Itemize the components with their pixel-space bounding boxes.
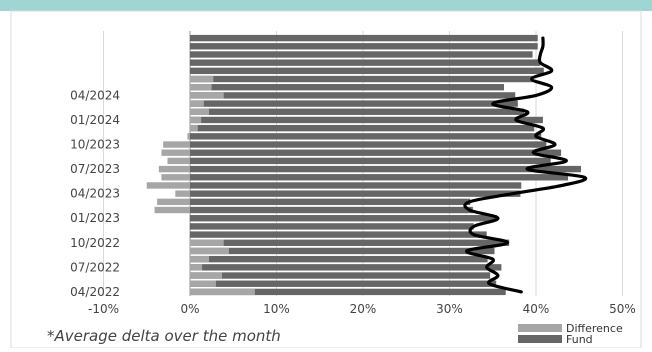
fund-bar bbox=[190, 149, 562, 156]
fund-bar bbox=[190, 215, 498, 222]
fund-bar bbox=[190, 59, 541, 66]
difference-bar bbox=[190, 247, 229, 255]
difference-bar bbox=[190, 272, 223, 279]
bar-group bbox=[146, 34, 581, 296]
difference-bar bbox=[161, 149, 190, 156]
fund-bar bbox=[190, 247, 495, 255]
difference-bar bbox=[187, 133, 190, 140]
difference-bar bbox=[190, 92, 224, 99]
fund-bar bbox=[190, 51, 533, 58]
x-tick-label: 50% bbox=[609, 302, 636, 316]
difference-bar bbox=[190, 108, 210, 115]
fund-bar bbox=[190, 206, 473, 214]
y-tick-label: 07/2023 bbox=[70, 162, 120, 176]
fund-bar bbox=[190, 165, 581, 173]
difference-bar bbox=[190, 280, 216, 287]
fund-bar bbox=[190, 272, 491, 279]
legend-swatch bbox=[518, 324, 562, 332]
legend-label: Difference bbox=[566, 322, 623, 335]
fund-bar bbox=[190, 255, 488, 263]
y-tick-label: 04/2023 bbox=[70, 187, 120, 201]
fund-bar bbox=[190, 198, 471, 206]
average-delta-line bbox=[463, 36, 588, 294]
y-tick-label: 10/2022 bbox=[70, 236, 120, 250]
legend-swatch bbox=[518, 335, 562, 343]
difference-bar bbox=[157, 198, 190, 206]
fund-bar bbox=[190, 43, 538, 50]
difference-bar bbox=[190, 75, 214, 83]
x-tick-label: 30% bbox=[436, 302, 463, 316]
fund-bar bbox=[190, 75, 534, 83]
fund-bar bbox=[190, 157, 551, 165]
difference-bar bbox=[190, 264, 203, 271]
fund-bar bbox=[190, 231, 487, 238]
fund-bar bbox=[190, 67, 544, 75]
difference-bar bbox=[190, 84, 212, 91]
x-tick-label: 20% bbox=[350, 302, 377, 316]
x-tick-label: 40% bbox=[523, 302, 550, 316]
difference-bar bbox=[167, 157, 190, 165]
fund-bar bbox=[190, 264, 502, 271]
difference-bar bbox=[158, 165, 190, 173]
y-tick-label: 04/2022 bbox=[70, 285, 120, 299]
fund-bar bbox=[190, 133, 542, 140]
fund-bar bbox=[190, 108, 524, 115]
fund-bar bbox=[190, 116, 543, 124]
difference-bar bbox=[163, 141, 190, 148]
x-tick-label: 10% bbox=[263, 302, 290, 316]
difference-bar bbox=[154, 206, 190, 214]
difference-bar bbox=[190, 255, 210, 263]
difference-bar bbox=[190, 116, 202, 124]
difference-bar bbox=[190, 100, 204, 107]
fund-bar bbox=[190, 174, 569, 181]
difference-bar bbox=[190, 239, 224, 246]
x-tick-label: 0% bbox=[180, 302, 199, 316]
difference-bar bbox=[146, 182, 190, 189]
y-tick-label: 10/2023 bbox=[70, 138, 120, 152]
fund-bar bbox=[190, 239, 510, 246]
fund-bar bbox=[190, 223, 474, 230]
y-axis-labels: 04/2022 07/2022 10/2022 01/2023 04/2023 07/20… bbox=[70, 88, 120, 299]
x-tick-label: -10% bbox=[88, 302, 119, 316]
fund-bar bbox=[190, 100, 518, 107]
y-tick-label: 07/2022 bbox=[70, 260, 120, 274]
difference-bar bbox=[161, 174, 190, 181]
y-tick-label: 04/2024 bbox=[70, 88, 120, 102]
legend-label: Fund bbox=[566, 333, 593, 346]
x-axis-labels: -10% 0% 10% 20% 30% 40% 50% bbox=[88, 302, 636, 316]
top-accent-band bbox=[0, 0, 652, 11]
fund-bar bbox=[190, 34, 538, 42]
fund-bar bbox=[190, 124, 535, 132]
y-tick-label: 01/2023 bbox=[70, 211, 120, 225]
fund-bar bbox=[190, 288, 506, 296]
fund-bar bbox=[190, 182, 522, 189]
difference-bar bbox=[175, 190, 190, 197]
fund-bar bbox=[190, 84, 504, 91]
fund-bar bbox=[190, 280, 497, 287]
fund-bar bbox=[190, 190, 521, 197]
y-tick-label: 01/2024 bbox=[70, 113, 120, 127]
difference-bar bbox=[190, 288, 255, 296]
line-group bbox=[463, 36, 588, 294]
fund-bar bbox=[190, 92, 516, 99]
fund-bar bbox=[190, 141, 547, 148]
footnote: *Average delta over the month bbox=[47, 327, 281, 345]
difference-bar bbox=[190, 124, 198, 132]
